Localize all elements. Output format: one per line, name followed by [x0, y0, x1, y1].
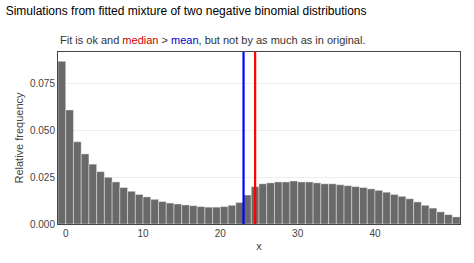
svg-text:10: 10: [137, 228, 149, 239]
svg-text:x: x: [256, 240, 262, 252]
svg-text:30: 30: [292, 228, 304, 239]
svg-text:0: 0: [63, 228, 69, 239]
svg-text:0.025: 0.025: [30, 172, 55, 183]
svg-text:Relative frequency: Relative frequency: [13, 92, 25, 184]
svg-text:0.000: 0.000: [30, 219, 55, 230]
svg-text:0.050: 0.050: [30, 125, 55, 136]
svg-text:Simulations from fitted mixtur: Simulations from fitted mixture of two n…: [6, 4, 367, 18]
svg-text:0.075: 0.075: [30, 78, 55, 89]
svg-text:20: 20: [215, 228, 227, 239]
svg-text:Fit is ok and median > mean, b: Fit is ok and median > mean, but not by …: [60, 34, 365, 46]
svg-text:40: 40: [369, 228, 381, 239]
